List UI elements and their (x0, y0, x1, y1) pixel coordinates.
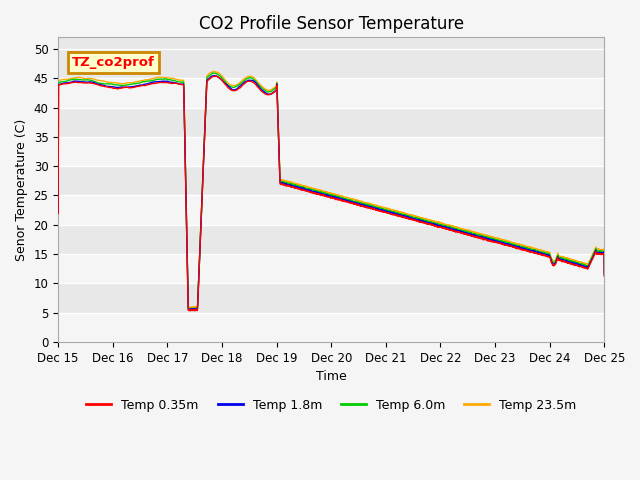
Title: CO2 Profile Sensor Temperature: CO2 Profile Sensor Temperature (198, 15, 464, 33)
Bar (58, 312, 604, 342)
Y-axis label: Senor Temperature (C): Senor Temperature (C) (15, 119, 28, 261)
Text: TZ_co2prof: TZ_co2prof (72, 56, 155, 69)
X-axis label: Time: Time (316, 370, 347, 383)
Bar (58, 78, 604, 108)
Legend: Temp 0.35m, Temp 1.8m, Temp 6.0m, Temp 23.5m: Temp 0.35m, Temp 1.8m, Temp 6.0m, Temp 2… (81, 394, 581, 417)
Bar (58, 137, 604, 166)
Bar (58, 254, 604, 283)
Bar (58, 195, 604, 225)
